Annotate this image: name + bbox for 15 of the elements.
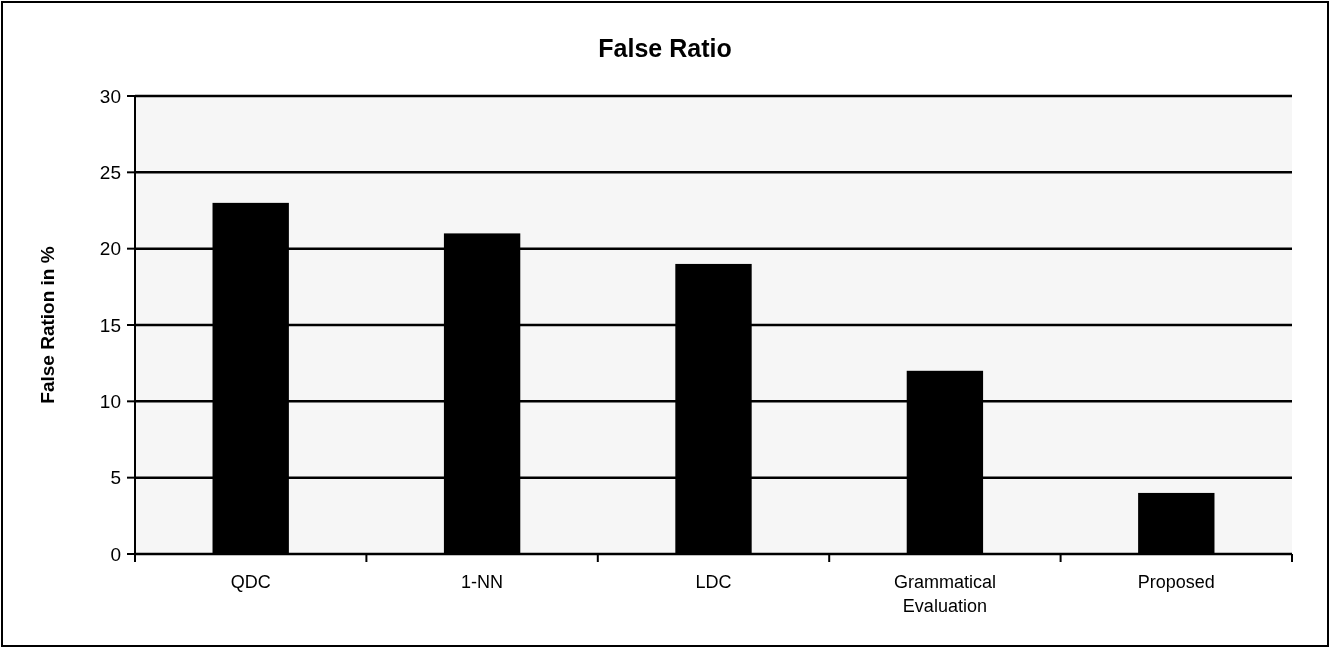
y-tick-label: 25: [99, 161, 121, 183]
y-tick-label: 30: [99, 85, 121, 107]
y-tick-label: 15: [99, 314, 121, 336]
x-tick-label: Grammatical Evaluation: [893, 572, 996, 616]
y-axis-title: False Ration in %: [37, 246, 58, 404]
y-tick-label: 0: [110, 543, 121, 565]
bar: [1138, 492, 1215, 554]
y-tick-label: 20: [99, 238, 121, 260]
x-tick-label: 1-NN: [461, 572, 504, 592]
x-tick-label: Proposed: [1137, 572, 1215, 592]
y-tick-label: 5: [110, 467, 121, 489]
x-tick-label: QDC: [230, 572, 271, 592]
chart-title: False Ratio: [598, 34, 732, 62]
y-tick-label: 10: [99, 390, 121, 412]
x-tick-label: LDC: [695, 572, 732, 592]
